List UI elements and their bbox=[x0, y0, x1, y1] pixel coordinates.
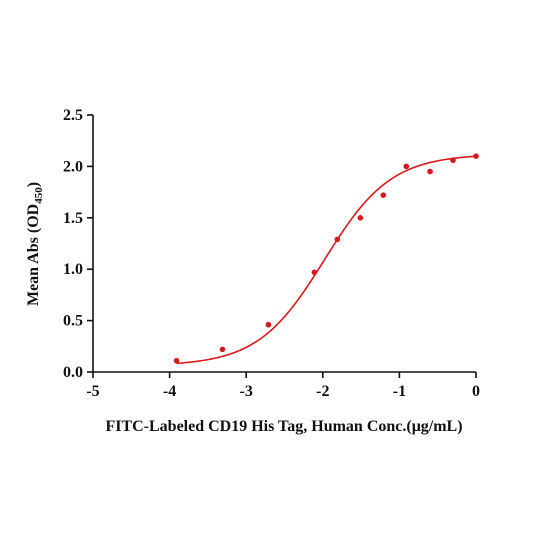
y-tick-label: 1.0 bbox=[63, 261, 83, 278]
x-tick-label: -1 bbox=[393, 383, 406, 400]
x-tick-label: -5 bbox=[86, 383, 99, 400]
y-axis-title-main: Mean Abs (OD bbox=[25, 204, 42, 306]
data-point bbox=[403, 163, 410, 170]
data-point bbox=[357, 215, 364, 221]
x-tick-label: -2 bbox=[316, 383, 329, 400]
y-tick-label: 1.5 bbox=[63, 210, 83, 227]
x-tick-label: -4 bbox=[163, 383, 176, 400]
data-point bbox=[173, 357, 180, 364]
y-axis-title-close: ) bbox=[25, 182, 42, 187]
data-point bbox=[450, 157, 456, 164]
data-point bbox=[265, 321, 272, 328]
axes bbox=[92, 115, 476, 373]
fit-curve bbox=[176, 155, 477, 365]
y-axis-title: Mean Abs (OD450) bbox=[25, 182, 45, 306]
y-axis-title-subscript: 450 bbox=[33, 187, 45, 204]
data-point bbox=[219, 346, 226, 353]
x-ticks: -5 -4 -3 -2 -1 0 bbox=[86, 372, 480, 400]
y-tick-label: 0.5 bbox=[63, 313, 83, 330]
y-tick-label: 2.5 bbox=[63, 107, 83, 124]
x-tick-label: -3 bbox=[240, 383, 253, 400]
data-point bbox=[427, 168, 433, 175]
x-axis-title: FITC-Labeled CD19 His Tag, Human Conc.(μ… bbox=[105, 418, 462, 435]
data-point bbox=[473, 153, 479, 159]
x-tick-label: 0 bbox=[472, 383, 480, 400]
y-tick-label: 0.0 bbox=[63, 364, 83, 381]
data-point bbox=[380, 192, 387, 198]
y-ticks: 0.0 0.5 1.0 1.5 2.0 2.5 bbox=[63, 107, 93, 381]
data-point bbox=[311, 269, 318, 276]
data-points bbox=[173, 153, 479, 364]
y-tick-label: 2.0 bbox=[63, 158, 83, 175]
data-point bbox=[334, 236, 341, 243]
